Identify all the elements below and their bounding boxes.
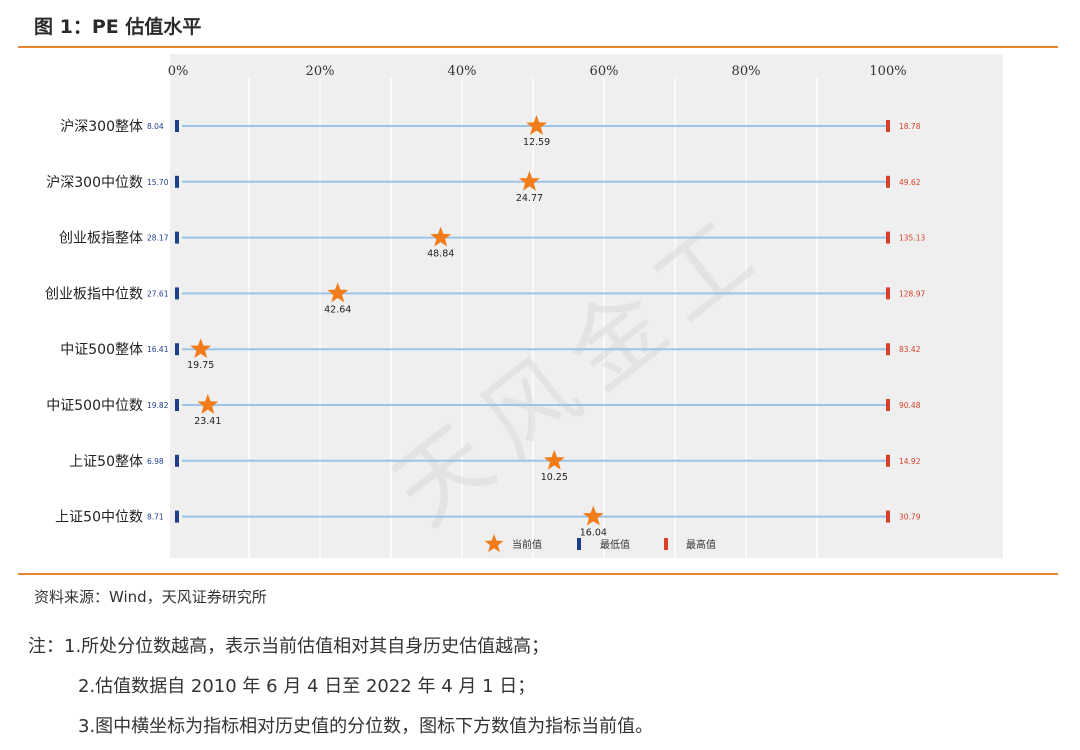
- legend-max-icon: [664, 538, 668, 550]
- legend-min-icon: [577, 538, 581, 550]
- row-label: 上证50整体: [69, 454, 143, 470]
- min-marker: [175, 510, 179, 523]
- max-value-label: 90.48: [899, 401, 921, 410]
- x-tick-label: 40%: [448, 64, 477, 79]
- max-marker: [886, 120, 890, 132]
- current-value-label: 42.64: [324, 304, 351, 315]
- pe-valuation-chart: 天风金工 0% 20% 40% 60% 80% 100% 沪深300整体 8.04 18.78 12…: [0, 48, 1080, 572]
- note-2: 2.估值数据自 2010 年 6 月 4 日至 2022 年 4 月 1 日；: [78, 676, 536, 697]
- source-divider: [18, 573, 1058, 575]
- min-value-label: 15.70: [147, 178, 169, 187]
- max-marker: [886, 510, 890, 523]
- row-label: 创业板指整体: [59, 231, 143, 247]
- max-marker: [886, 287, 890, 300]
- title-divider: [18, 46, 1058, 48]
- current-value-label: 10.25: [541, 472, 568, 483]
- max-marker: [886, 454, 890, 467]
- row-label: 沪深300整体: [60, 119, 143, 135]
- current-star-marker: [430, 226, 452, 247]
- legend-star-icon: [484, 534, 504, 553]
- current-value-label: 24.77: [516, 193, 543, 204]
- figure-title: 图 1：PE 估值水平: [34, 16, 202, 38]
- max-marker: [886, 343, 890, 356]
- min-value-label: 16.41: [147, 345, 169, 354]
- current-star-marker: [543, 449, 565, 470]
- row-label: 中证500整体: [60, 342, 143, 358]
- row-label: 上证50中位数: [55, 510, 143, 526]
- max-marker: [886, 231, 890, 244]
- min-value-label: 28.17: [147, 234, 169, 243]
- max-marker: [886, 399, 890, 411]
- x-tick-label: 0%: [168, 64, 189, 79]
- row-label: 沪深300中位数: [46, 175, 143, 191]
- legend-label-max: 最高值: [686, 538, 716, 551]
- current-value-label: 23.41: [194, 416, 221, 427]
- x-tick-label: 80%: [732, 64, 761, 79]
- min-marker: [175, 399, 179, 411]
- current-star-marker: [518, 170, 540, 191]
- note-1: 注：1.所处分位数越高，表示当前估值相对其自身历史估值越高；: [28, 636, 550, 657]
- plot-area: [170, 54, 1003, 558]
- min-marker: [175, 120, 179, 132]
- legend-label-current: 当前值: [512, 538, 542, 551]
- note-3: 3.图中横坐标为指标相对历史值的分位数，图标下方数值为指标当前值。: [78, 716, 654, 737]
- max-value-label: 83.42: [899, 345, 921, 354]
- min-value-label: 8.04: [147, 122, 164, 131]
- current-star-marker: [526, 115, 548, 135]
- x-tick-label: 60%: [590, 64, 619, 79]
- x-tick-label: 20%: [306, 64, 335, 79]
- current-value-label: 12.59: [523, 137, 550, 148]
- current-star-marker: [190, 338, 212, 359]
- current-star-marker: [327, 282, 349, 303]
- max-value-label: 49.62: [899, 178, 921, 187]
- min-value-label: 19.82: [147, 401, 169, 410]
- max-value-label: 14.92: [899, 457, 921, 466]
- min-marker: [175, 343, 179, 356]
- current-star-marker: [197, 394, 219, 414]
- min-marker: [175, 175, 179, 188]
- row-label: 创业板指中位数: [45, 286, 143, 302]
- x-tick-label: 100%: [869, 64, 906, 79]
- min-marker: [175, 454, 179, 467]
- current-value-label: 16.04: [580, 528, 607, 539]
- current-star-marker: [582, 505, 604, 526]
- max-value-label: 18.78: [899, 122, 921, 131]
- legend-label-min: 最低值: [600, 538, 630, 551]
- min-value-label: 6.98: [147, 457, 164, 466]
- min-marker: [175, 287, 179, 300]
- current-value-label: 19.75: [187, 360, 214, 371]
- min-value-label: 8.71: [147, 513, 164, 522]
- row-label: 中证500中位数: [46, 398, 143, 414]
- min-marker: [175, 231, 179, 244]
- min-value-label: 27.61: [147, 289, 169, 298]
- source-text: 资料来源：Wind，天风证券研究所: [34, 588, 267, 606]
- max-value-label: 30.79: [899, 513, 921, 522]
- max-value-label: 128.97: [899, 289, 925, 298]
- max-value-label: 135.13: [899, 234, 925, 243]
- max-marker: [886, 175, 890, 188]
- current-value-label: 48.84: [427, 249, 454, 260]
